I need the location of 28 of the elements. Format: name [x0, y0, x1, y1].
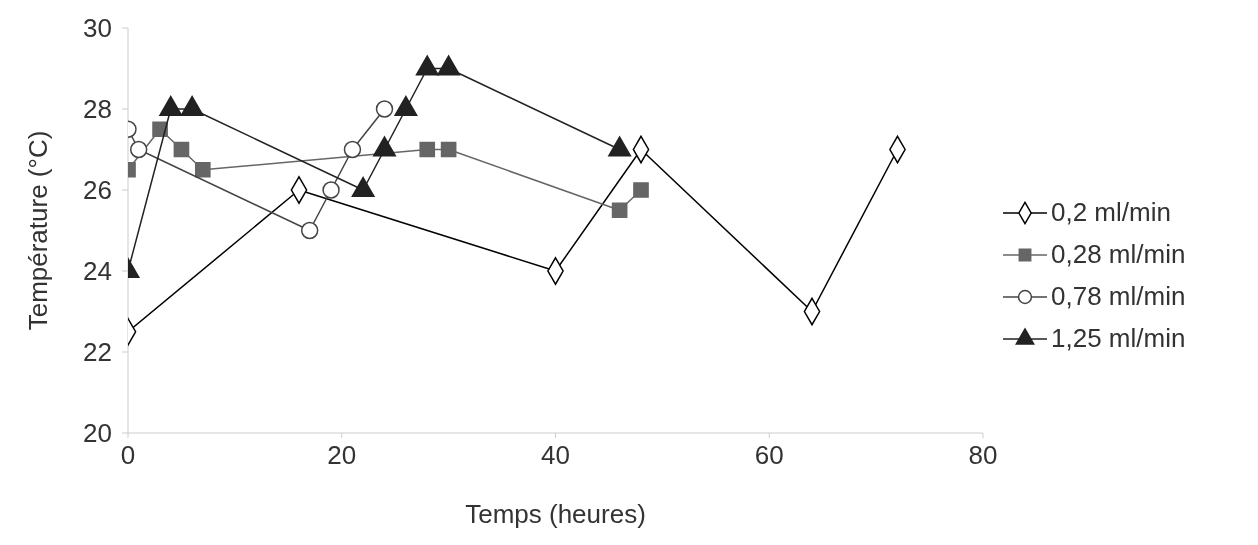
y-axis-title: Température (°C) [23, 130, 54, 331]
y-tick-label: 24 [83, 256, 112, 287]
point [419, 141, 436, 158]
point [633, 182, 649, 198]
point [375, 100, 394, 118]
legend-label: 0,78 ml/min [1051, 281, 1186, 312]
point [440, 141, 457, 158]
point [129, 140, 148, 159]
y-tick-label: 28 [83, 94, 112, 125]
legend-label: 0,2 ml/min [1051, 197, 1171, 228]
point [173, 141, 190, 158]
point [300, 221, 319, 240]
x-tick-label: 60 [754, 440, 784, 471]
x-tick-label: 40 [541, 440, 570, 471]
legend-label: 1,25 ml/min [1051, 323, 1186, 354]
y-tick-label: 20 [83, 418, 112, 449]
point [322, 181, 340, 199]
x-tick-label: 80 [968, 440, 998, 471]
y-tick-label: 30 [83, 13, 112, 44]
point [194, 161, 211, 178]
y-tick-label: 22 [83, 337, 112, 368]
x-tick-label: 0 [120, 440, 136, 471]
x-tick-label: 20 [327, 440, 357, 471]
point [343, 140, 362, 159]
legend-label: 0,28 ml/min [1051, 239, 1186, 270]
x-axis-title: Temps (heures) [465, 499, 646, 529]
y-tick-label: 26 [83, 175, 112, 206]
point [611, 202, 628, 219]
